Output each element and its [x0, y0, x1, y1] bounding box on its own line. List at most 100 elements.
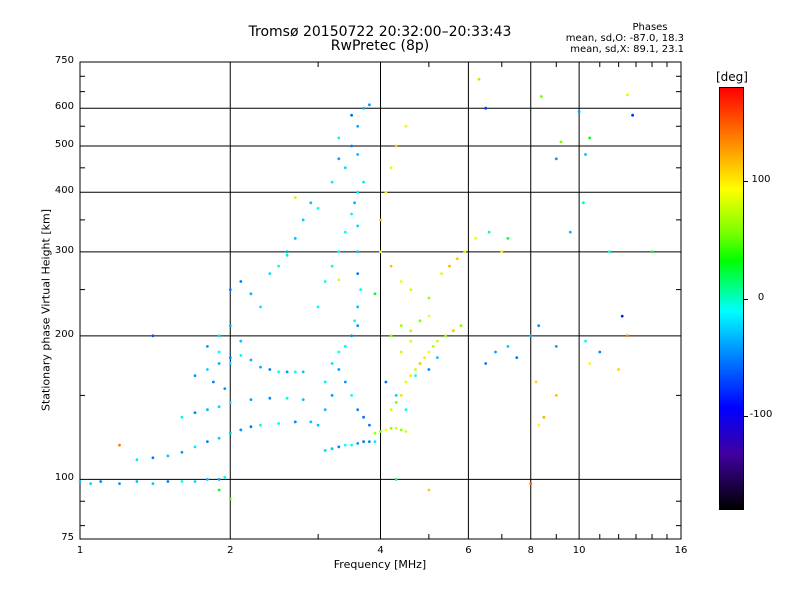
data-point [356, 272, 360, 275]
data-point [217, 350, 221, 354]
data-point [617, 368, 620, 371]
data-point [268, 368, 272, 371]
data-point [626, 93, 629, 97]
data-point [356, 190, 360, 194]
data-point [356, 408, 360, 412]
data-point [494, 350, 497, 354]
colorbar-tick-mark [744, 181, 748, 182]
data-point [431, 345, 435, 348]
data-point [166, 454, 170, 458]
data-point [249, 425, 253, 429]
data-point [343, 166, 347, 170]
data-point [584, 339, 587, 343]
data-point [362, 415, 365, 419]
data-point [217, 405, 221, 409]
data-point [534, 380, 538, 384]
data-point [206, 408, 209, 412]
data-point [239, 428, 243, 432]
data-point [217, 334, 221, 338]
data-point [362, 180, 365, 184]
data-point [151, 456, 155, 460]
data-point [350, 113, 353, 117]
data-point [409, 288, 413, 291]
data-point [180, 415, 184, 419]
data-point [223, 387, 227, 390]
data-point [506, 345, 510, 348]
y-tick-label: 500 [54, 138, 74, 150]
chart-title: Tromsø 20150722 20:32:00–20:33:43 [248, 24, 512, 40]
data-point [379, 430, 382, 433]
data-point [384, 190, 388, 194]
y-tick-label: 600 [54, 101, 74, 113]
data-point [414, 368, 417, 371]
data-point [350, 443, 353, 447]
x-tick-label: 1 [76, 545, 84, 556]
data-point [459, 324, 463, 328]
x-tick-label: 4 [377, 545, 384, 556]
data-point [373, 292, 377, 296]
data-point [285, 370, 289, 374]
y-tick-label: 300 [54, 244, 74, 256]
data-point [506, 237, 510, 240]
data-point [285, 253, 289, 257]
data-point [337, 136, 341, 140]
data-point [193, 374, 197, 378]
x-axis-label: Frequency [MHz] [333, 558, 427, 571]
data-point [301, 370, 305, 374]
data-point [206, 345, 209, 348]
data-point [228, 401, 232, 404]
data-point [598, 350, 602, 354]
data-point [249, 398, 253, 401]
data-point [277, 264, 280, 268]
data-point [404, 408, 408, 412]
data-point [554, 345, 558, 348]
data-point [515, 356, 519, 359]
data-point [356, 153, 360, 156]
data-point [239, 354, 243, 357]
data-point [427, 296, 431, 300]
data-point [455, 257, 459, 261]
data-point [384, 428, 388, 432]
data-point [423, 356, 426, 359]
data-point [584, 153, 587, 156]
data-point [118, 482, 121, 485]
data-point [554, 157, 558, 161]
data-point [99, 480, 103, 483]
data-point [343, 345, 347, 348]
data-point [427, 350, 431, 354]
y-tick-label: 750 [54, 55, 74, 66]
data-point [373, 431, 377, 435]
data-point [277, 422, 280, 425]
data-point [259, 423, 262, 427]
data-point [350, 394, 353, 397]
data-point [631, 113, 634, 117]
data-point [414, 374, 417, 378]
phase-stats-x: mean, sd,X: 89.1, 23.1 [570, 44, 684, 55]
phase-stats-o: mean, sd,O: -87.0, 18.3 [565, 33, 684, 44]
data-point [293, 237, 297, 240]
colorbar-title: [deg] [716, 70, 748, 84]
colorbar-tick-mark [744, 416, 748, 417]
data-point [249, 292, 253, 296]
data-point [343, 380, 347, 384]
data-point [389, 334, 393, 338]
data-point [228, 324, 232, 328]
data-point [650, 250, 654, 254]
data-point [474, 237, 477, 240]
data-point [228, 497, 232, 501]
data-point [343, 230, 347, 234]
data-point [353, 201, 356, 205]
data-point [89, 482, 92, 485]
data-point [337, 445, 341, 449]
data-point [384, 380, 388, 384]
data-point [239, 280, 243, 283]
data-point [588, 362, 592, 365]
data-point [228, 362, 232, 365]
data-point [389, 166, 393, 170]
data-point [404, 124, 408, 128]
data-point [337, 368, 341, 371]
data-point [350, 144, 353, 148]
data-point [559, 140, 563, 144]
data-point [529, 334, 533, 338]
